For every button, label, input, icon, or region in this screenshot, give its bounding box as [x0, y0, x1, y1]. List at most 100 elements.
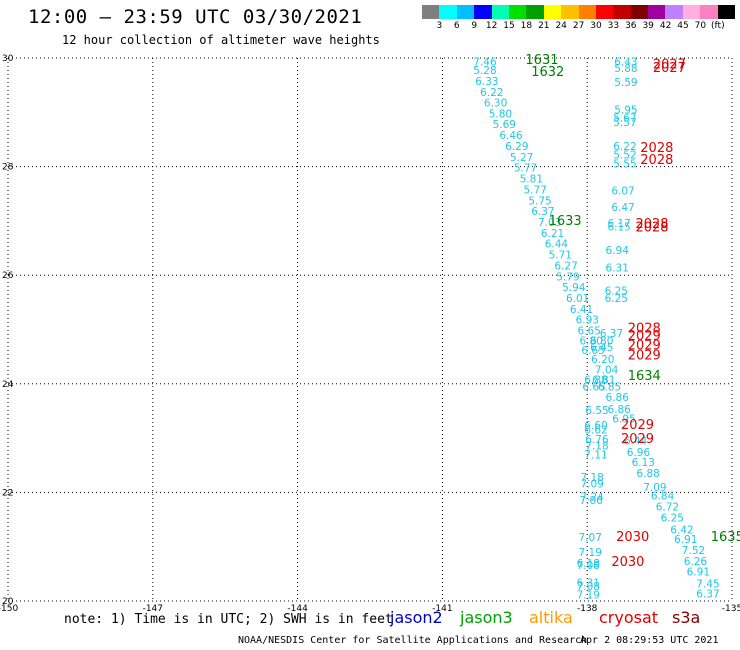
wave-height-value: 6.65 [582, 382, 605, 394]
wave-height-value: 6.80 [579, 335, 602, 347]
wave-height-value: 6.27 [554, 260, 577, 272]
wave-height-value: 5.77 [523, 184, 546, 196]
wave-height-value: 6.01 [566, 293, 589, 305]
pass-id-label: 2029 [621, 432, 654, 447]
y-tick-label: 28 [2, 163, 14, 173]
legend-swatch [439, 5, 457, 19]
wave-height-value: 6.62 [584, 424, 607, 436]
sat-label-s3a: s3a [672, 608, 701, 627]
wave-height-value: 5.52 [613, 150, 636, 162]
legend-swatch [648, 5, 666, 19]
wave-height-value: 6.44 [545, 239, 569, 251]
wave-height-value: 7.04 [595, 365, 619, 377]
wave-height-value: 6.25 [661, 512, 684, 524]
wave-height-value: 7.52 [682, 545, 705, 557]
wave-height-value: 6.80 [590, 335, 613, 347]
wave-height-value: 7.09 [580, 479, 603, 491]
legend-swatch [474, 5, 492, 19]
legend-labels: 3 6 9 12 15 18 21 24 27 30 33 36 39 42 45 70 (ft) [422, 19, 740, 33]
y-tick-label: 22 [2, 488, 13, 498]
wave-height-value: 5.57 [613, 117, 636, 129]
pass-id-label: 2029 [621, 418, 654, 433]
wave-height-value: 6.22 [480, 87, 503, 99]
legend-swatch [578, 5, 596, 19]
legend-swatch [717, 5, 736, 19]
wave-height-value: 6.93 [576, 315, 599, 327]
legend-label: 21 [538, 21, 550, 31]
pass-id-label: 2028 [628, 321, 661, 336]
wave-height-value: 6.25 [605, 293, 628, 305]
wave-height-value: 5.95 [614, 105, 637, 117]
wave-height-value: 6.37 [696, 588, 719, 600]
legend-swatch [508, 5, 527, 19]
wave-height-value: 6.55 [585, 405, 608, 417]
pass-id-label: 2028 [640, 141, 673, 156]
wave-height-value: 5.67 [613, 113, 636, 125]
wave-height-value: 6.60 [584, 420, 607, 432]
wave-height-value: 6.41 [570, 304, 593, 316]
x-tick-label: -144 [287, 604, 308, 614]
wave-height-value: 7.06 [579, 495, 603, 507]
x-tick-label: -150 [0, 604, 18, 614]
legend-label: 70 [694, 21, 707, 31]
wave-height-value: 6.29 [505, 141, 528, 153]
wave-height-value: 5.28 [473, 65, 496, 77]
wave-height-value: 6.26 [684, 556, 708, 568]
wave-height-value: 7.07 [579, 532, 602, 544]
footer-timestamp: Apr 2 08:29:53 UTC 2021 [580, 635, 719, 646]
pass-id-label: 1631 [525, 53, 558, 68]
legend-label: (ft) [711, 21, 725, 31]
wave-height-value: 6.95 [612, 414, 635, 426]
legend-swatch [561, 5, 579, 19]
legend-label: 6 [453, 21, 460, 31]
legend-label: 45 [677, 21, 689, 31]
wave-height-value: 7.18 [585, 441, 608, 453]
y-tick-label: 20 [2, 597, 14, 607]
wave-height-value: 6.88 [584, 374, 607, 386]
footnote: note: 1) Time is in UTC; 2) SWH is in fe… [64, 612, 393, 627]
wave-height-value: 6.91 [687, 567, 710, 579]
wave-height-value: 6.31 [606, 263, 629, 275]
pass-id-label: 2030 [616, 530, 649, 545]
wave-height-value: 7.24 [580, 492, 604, 504]
legend-swatch [491, 5, 509, 19]
y-tick-label: 26 [2, 271, 14, 281]
wave-height-value: 6.44 [624, 435, 648, 447]
wave-height-value: 5.55 [613, 158, 636, 170]
wave-height-value: 6.22 [613, 141, 636, 153]
wave-height-value: 6.46 [499, 130, 523, 142]
pass-id-label: 2028 [635, 217, 668, 232]
wave-height-value: 7.03 [538, 217, 561, 229]
wave-height-value: 6.96 [627, 447, 651, 459]
legend-swatch [526, 5, 544, 19]
wave-height-value: 5.59 [614, 77, 637, 89]
wave-height-value: 5.81 [520, 174, 543, 186]
pass-id-label: 1635 [711, 530, 740, 545]
wave-height-value: 6.85 [598, 382, 621, 394]
wave-height-value: 6.84 [651, 491, 675, 503]
wave-height-value: 6.76 [585, 434, 609, 446]
wave-height-value: 7.08 [577, 560, 600, 572]
legend-swatches [422, 5, 740, 19]
legend-swatch [595, 5, 614, 19]
wave-height-value: 7.18 [580, 472, 603, 484]
legend-label: 39 [642, 21, 654, 31]
sat-label-jason3: jason3 [460, 608, 513, 627]
wave-height-value: 6.43 [614, 56, 637, 68]
legend-label: 12 [485, 21, 498, 31]
wave-height-value: 6.07 [611, 185, 634, 197]
wave-height-value: 6.94 [606, 245, 630, 257]
page-title: 12:00 — 23:59 UTC 03/30/2021 [28, 6, 363, 28]
pass-id-label: 2028 [640, 153, 673, 168]
wave-height-value: 5.80 [489, 108, 512, 120]
wave-height-value: 6.31 [577, 578, 600, 590]
pass-id-label: 2029 [628, 339, 661, 354]
legend-swatch [700, 5, 718, 19]
legend-swatch [422, 5, 440, 19]
sat-label-altika: altika [529, 608, 573, 627]
pass-id-label: 2029 [628, 348, 661, 363]
color-scale-legend: 3 6 9 12 15 18 21 24 27 30 33 36 39 42 45 70 (ft) [422, 5, 740, 33]
wave-height-value: 6.91 [674, 534, 697, 546]
legend-swatch [613, 5, 631, 19]
